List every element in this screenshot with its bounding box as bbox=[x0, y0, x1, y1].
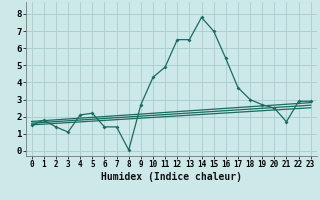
X-axis label: Humidex (Indice chaleur): Humidex (Indice chaleur) bbox=[101, 172, 242, 182]
